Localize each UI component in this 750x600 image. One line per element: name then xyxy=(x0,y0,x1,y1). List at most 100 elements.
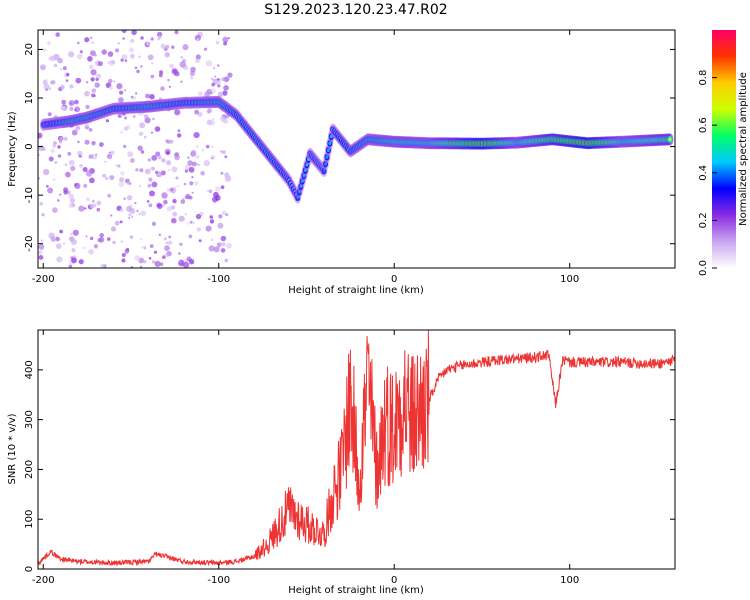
noise-speck xyxy=(104,160,107,163)
noise-speck xyxy=(148,257,152,260)
noise-speck xyxy=(211,77,214,81)
noise-speck xyxy=(190,150,197,156)
noise-speck xyxy=(188,234,193,239)
noise-speck xyxy=(215,195,221,201)
noise-speck xyxy=(88,127,93,132)
noise-speck xyxy=(148,177,153,182)
noise-speck xyxy=(162,204,165,207)
noise-speck xyxy=(126,195,133,201)
noise-speck xyxy=(191,176,194,179)
noise-speck xyxy=(126,205,133,212)
noise-speck xyxy=(211,117,215,121)
noise-speck xyxy=(147,158,151,162)
noise-speck xyxy=(108,85,113,90)
noise-speck xyxy=(121,253,126,257)
noise-speck xyxy=(187,160,193,166)
noise-speck xyxy=(128,216,131,219)
noise-speck xyxy=(178,215,185,222)
ridge-core xyxy=(325,155,329,159)
noise-speck xyxy=(106,237,111,241)
noise-speck xyxy=(213,246,220,253)
colorbar-tick-label: 0.0 xyxy=(698,260,709,276)
noise-speck xyxy=(148,203,153,208)
noise-speck xyxy=(86,81,89,84)
noise-speck xyxy=(52,144,56,148)
noise-speck xyxy=(124,248,130,254)
noise-speck xyxy=(118,165,121,168)
colorbar-label: Normalized spectral amplitude xyxy=(738,72,749,226)
x-tick-label: 0 xyxy=(391,575,397,586)
noise-speck xyxy=(157,37,161,41)
noise-speck xyxy=(53,63,58,68)
noise-speck xyxy=(182,261,190,268)
noise-speck xyxy=(224,258,229,263)
noise-speck xyxy=(210,238,214,242)
noise-speck xyxy=(217,91,224,98)
noise-speck xyxy=(160,86,165,91)
noise-speck xyxy=(222,90,228,96)
noise-speck xyxy=(117,42,120,45)
noise-speck xyxy=(223,85,229,91)
noise-speck xyxy=(140,36,144,40)
noise-speck xyxy=(203,159,210,167)
noise-speck xyxy=(68,203,74,209)
noise-speck xyxy=(160,170,166,176)
noise-speck xyxy=(53,141,57,145)
noise-speck xyxy=(58,140,63,144)
noise-speck xyxy=(63,242,66,245)
noise-speck xyxy=(87,56,93,62)
noise-speck xyxy=(178,252,181,255)
noise-speck xyxy=(101,49,107,55)
noise-speck xyxy=(217,64,220,67)
noise-speck xyxy=(198,239,202,243)
noise-speck xyxy=(74,182,81,189)
noise-speck xyxy=(59,136,63,141)
colorbar-tick-label: 0.2 xyxy=(698,212,709,228)
noise-speck xyxy=(102,173,107,178)
noise-speck xyxy=(84,139,90,145)
y-tick-label: 100 xyxy=(24,510,35,529)
noise-speck xyxy=(171,217,177,224)
noise-speck xyxy=(128,182,132,185)
noise-speck xyxy=(76,53,83,60)
noise-speck xyxy=(60,84,65,90)
ridge-core xyxy=(323,162,328,166)
noise-speck xyxy=(108,78,113,84)
x-tick-label: -200 xyxy=(32,575,55,586)
noise-speck xyxy=(175,176,179,180)
noise-speck xyxy=(135,168,139,172)
noise-speck xyxy=(56,243,62,249)
ridge-core xyxy=(668,137,672,142)
noise-speck xyxy=(50,148,55,154)
noise-speck xyxy=(59,229,63,234)
noise-speck xyxy=(201,149,204,152)
noise-speck xyxy=(125,178,130,184)
noise-speck xyxy=(222,36,229,43)
noise-speck xyxy=(68,264,73,268)
noise-speck xyxy=(156,203,163,210)
noise-speck xyxy=(121,54,128,60)
noise-speck xyxy=(56,256,63,263)
noise-speck xyxy=(151,221,156,226)
noise-speck xyxy=(149,167,153,171)
noise-speck xyxy=(167,78,170,82)
noise-speck xyxy=(149,94,155,100)
noise-speck xyxy=(38,255,44,260)
noise-speck xyxy=(115,163,119,168)
noise-speck xyxy=(90,36,93,39)
noise-speck xyxy=(63,136,68,141)
noise-speck xyxy=(205,144,210,149)
noise-speck xyxy=(223,76,230,83)
noise-speck xyxy=(191,191,194,194)
noise-speck xyxy=(171,45,175,49)
snr-x-ticks: -200 -100 0 100 xyxy=(32,330,579,586)
noise-speck xyxy=(59,193,62,196)
noise-speck xyxy=(67,151,72,156)
noise-speck xyxy=(151,260,156,264)
noise-speck xyxy=(65,79,69,82)
noise-speck xyxy=(96,207,101,212)
noise-speck xyxy=(217,84,221,88)
noise-speck xyxy=(38,132,43,139)
noise-speck xyxy=(151,62,154,65)
noise-speck xyxy=(108,151,111,154)
